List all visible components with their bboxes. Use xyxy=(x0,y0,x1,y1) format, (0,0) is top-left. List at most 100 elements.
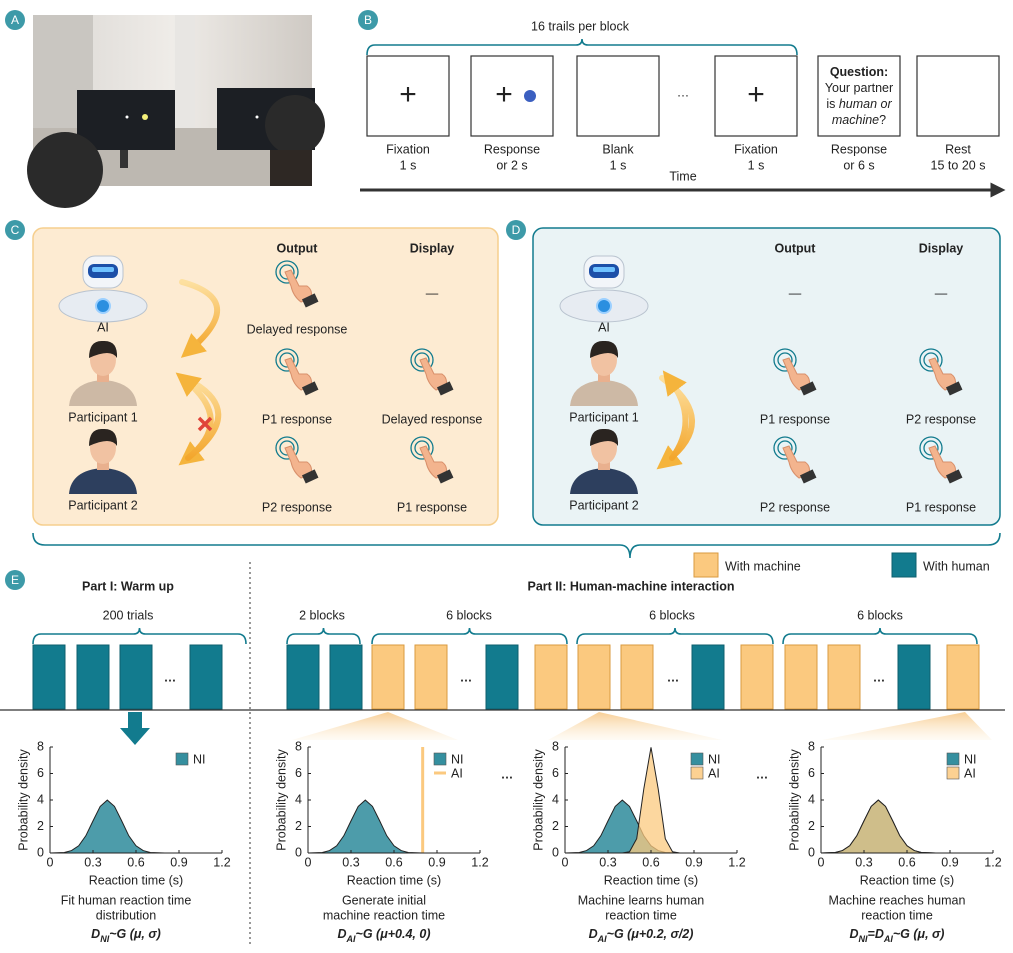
sleeve xyxy=(436,381,454,396)
flow-arrow xyxy=(662,370,689,461)
robot-shine xyxy=(92,267,114,272)
x-axis-label: Reaction time (s) xyxy=(860,873,954,887)
part-title: Part I: Warm up xyxy=(82,579,174,593)
formula-part: D xyxy=(91,927,100,941)
person-neck xyxy=(97,372,109,382)
event-box xyxy=(817,55,901,137)
block-bar xyxy=(946,644,980,710)
person-body xyxy=(69,468,137,494)
ellipsis: … xyxy=(873,670,886,684)
person-hair xyxy=(89,340,118,358)
x-tick-label: 1.2 xyxy=(471,855,488,869)
legend-label: With machine xyxy=(725,559,801,573)
tap-ring xyxy=(279,264,295,280)
event-caption: 1 s xyxy=(748,158,765,172)
caption: distribution xyxy=(96,908,156,922)
person-hair xyxy=(590,340,619,358)
tap-ring xyxy=(410,436,434,460)
block-bar xyxy=(534,644,568,710)
block-bar xyxy=(371,644,405,710)
none-mark: — xyxy=(935,286,948,300)
part-title: Part II: Human-machine interaction xyxy=(528,579,735,593)
event-caption: Fixation xyxy=(734,142,778,156)
block-bar xyxy=(784,644,818,710)
sleeve xyxy=(799,469,817,484)
x-axis-label: Reaction time (s) xyxy=(89,873,183,887)
ellipsis: … xyxy=(501,767,514,781)
block-bar xyxy=(119,644,153,710)
probe-dot xyxy=(524,90,536,102)
caption: machine reaction time xyxy=(323,908,445,922)
panel-label: E xyxy=(11,573,19,587)
event-caption: Rest xyxy=(945,142,971,156)
y-tick-label: 2 xyxy=(552,819,559,833)
x-tick-label: 0.6 xyxy=(898,855,915,869)
event-caption: 1 s xyxy=(610,158,627,172)
y-tick-label: 4 xyxy=(552,792,559,806)
ellipsis: … xyxy=(756,767,769,781)
tap-ring xyxy=(919,436,943,460)
brace-label: 200 trials xyxy=(103,608,154,622)
condition-box xyxy=(32,227,499,526)
fixation-cross: + xyxy=(495,78,513,111)
person-hair xyxy=(590,428,619,446)
none-mark: — xyxy=(426,286,439,300)
fixation-cross: + xyxy=(747,78,765,111)
agent-label: AI xyxy=(97,320,109,334)
flow-arrow xyxy=(179,279,221,358)
group-bracket xyxy=(32,532,1001,559)
caption: Fit human reaction time xyxy=(61,893,192,907)
block-bar xyxy=(414,644,448,710)
legend-swatch xyxy=(946,752,960,766)
robot-core xyxy=(95,298,111,314)
tap-ring xyxy=(414,352,430,368)
question-text: Question: xyxy=(830,65,888,79)
block-bar xyxy=(740,644,774,710)
event-caption: Blank xyxy=(602,142,634,156)
brace xyxy=(782,627,978,645)
density-area xyxy=(820,799,993,854)
legend-swatch xyxy=(891,552,917,578)
formula-part: ~G (μ, σ) xyxy=(893,927,945,941)
sleeve xyxy=(301,293,319,308)
y-tick-label: 8 xyxy=(295,739,302,753)
block-label: 16 trails per block xyxy=(531,19,630,33)
caption: reaction time xyxy=(605,908,677,922)
column-header: Output xyxy=(775,241,817,255)
person-neck xyxy=(97,460,109,470)
legend-swatch xyxy=(433,752,447,766)
caption: Machine reaches human xyxy=(829,893,966,907)
block-bar xyxy=(329,644,363,710)
event-caption: or 2 s xyxy=(496,158,527,172)
panel-badge xyxy=(5,10,25,30)
response-label: P1 response xyxy=(760,412,830,426)
x-tick-label: 0.9 xyxy=(941,855,958,869)
column-header: Display xyxy=(410,241,455,255)
y-axis-label: Probability density xyxy=(16,749,30,851)
y-tick-label: 0 xyxy=(808,845,815,859)
person-body xyxy=(570,380,638,406)
event-box xyxy=(576,55,660,137)
person-neck xyxy=(598,372,610,382)
block-bar xyxy=(577,644,611,710)
legend-label: AI xyxy=(964,766,976,780)
formula-part: D xyxy=(589,927,598,941)
x-tick-label: 0.3 xyxy=(84,855,101,869)
event-caption: 15 to 20 s xyxy=(931,158,986,172)
brace-label: 2 blocks xyxy=(299,608,345,622)
legend-label: NI xyxy=(708,752,721,766)
event-caption: or 6 s xyxy=(843,158,874,172)
brace xyxy=(32,627,247,645)
question-text: Your partner xyxy=(825,81,893,95)
event-caption: Fixation xyxy=(386,142,430,156)
x-axis-label: Reaction time (s) xyxy=(604,873,698,887)
legend-label: AI xyxy=(708,766,720,780)
event-box xyxy=(366,55,450,137)
formula-part: =D xyxy=(868,927,884,941)
formula: DNI=DAI~G (μ, σ) xyxy=(850,927,945,944)
person-hair xyxy=(89,428,118,446)
x-tick-label: 1.2 xyxy=(728,855,745,869)
block-bar xyxy=(32,644,66,710)
x-tick-label: 0 xyxy=(47,855,54,869)
